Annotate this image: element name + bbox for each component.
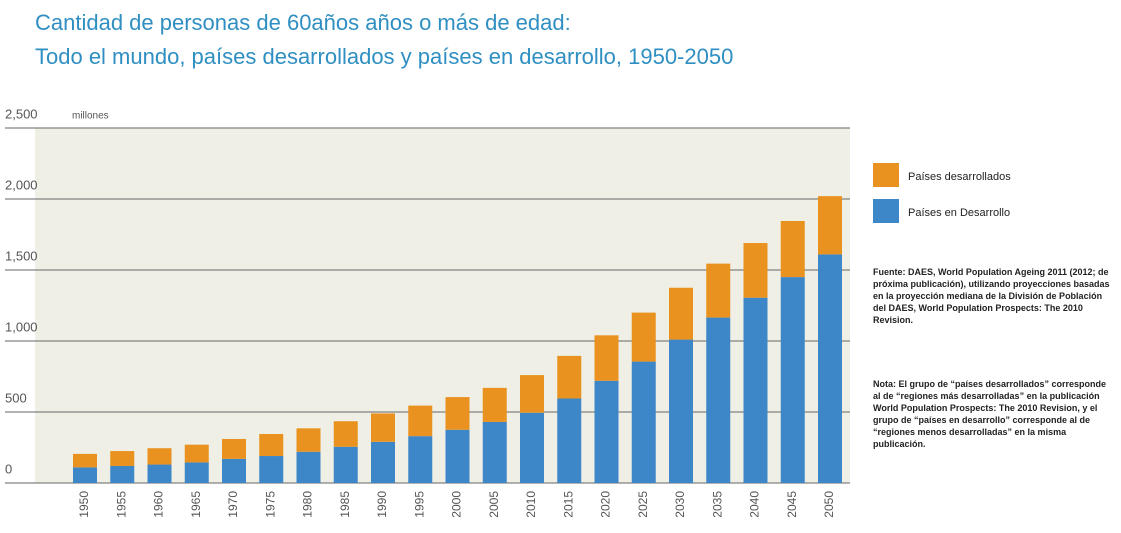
- bar-segment: [445, 429, 470, 483]
- bar-segment: [147, 448, 172, 465]
- bar-segment: [594, 380, 619, 483]
- bar-segment: [557, 355, 582, 399]
- bar-segment: [333, 446, 358, 483]
- x-tick-label: 1990: [375, 491, 389, 518]
- bar-segment: [482, 421, 507, 483]
- bar-segment: [743, 297, 768, 483]
- source-note: Fuente: DAES, World Population Ageing 20…: [873, 267, 1110, 325]
- note: Nota: El grupo de “países desarrollados”…: [873, 379, 1107, 449]
- bar-segment: [482, 387, 507, 422]
- bar-segment: [818, 196, 842, 255]
- bar-segment: [110, 451, 135, 466]
- legend-label: Países desarrollados: [908, 171, 1011, 183]
- bar-segment: [780, 277, 805, 483]
- bar-segment: [780, 221, 805, 278]
- x-tick-label: 1980: [301, 491, 315, 518]
- bar-segment: [259, 434, 284, 457]
- legend-swatch: [873, 163, 899, 187]
- x-tick-label: 1960: [152, 491, 166, 518]
- y-tick-label: 2,500: [5, 106, 38, 121]
- bar-segment: [743, 243, 768, 298]
- x-tick-label: 1965: [189, 491, 203, 518]
- chart-subtitle: Todo el mundo, países desarrollados y pa…: [35, 44, 733, 69]
- bar-segment: [594, 335, 619, 381]
- y-unit: millones: [72, 111, 109, 122]
- bar-segment: [147, 464, 172, 483]
- bar-segment: [706, 317, 731, 483]
- x-tick-label: 1985: [338, 491, 352, 518]
- bar-segment: [73, 467, 97, 483]
- y-tick-label: 0: [5, 461, 12, 476]
- bar-segment: [557, 398, 582, 483]
- x-tick-label: 2020: [599, 491, 613, 518]
- bar-segment: [222, 438, 246, 459]
- bar-segment: [296, 428, 321, 452]
- x-tick-label: 2035: [710, 491, 724, 518]
- bar-segment: [520, 412, 544, 483]
- x-tick-label: 2025: [636, 491, 650, 518]
- x-tick-label: 1950: [77, 491, 91, 518]
- legend-label: Países en Desarrollo: [908, 207, 1010, 219]
- y-tick-label: 500: [5, 390, 27, 405]
- chart-title: Cantidad de personas de 60años años o má…: [35, 10, 571, 35]
- x-tick-label: 2050: [822, 491, 836, 518]
- x-tick-label: 2015: [561, 491, 575, 518]
- bar-segment: [706, 263, 731, 318]
- bar-segment: [445, 397, 470, 430]
- bar-segment: [408, 436, 433, 483]
- bar-segment: [669, 287, 693, 340]
- bar-segment: [73, 453, 97, 468]
- bar-segment: [184, 462, 209, 483]
- legend-swatch: [873, 199, 899, 223]
- bar-segment: [631, 361, 656, 483]
- x-tick-label: 2005: [487, 491, 501, 518]
- x-tick-label: 2000: [450, 491, 464, 518]
- x-tick-label: 2030: [673, 491, 687, 518]
- bar-segment: [110, 465, 135, 483]
- x-tick-label: 1995: [412, 491, 426, 518]
- x-tick-label: 2040: [748, 491, 762, 518]
- x-tick-label: 1970: [226, 491, 240, 518]
- y-tick-label: 2,000: [5, 177, 38, 192]
- x-tick-label: 2045: [785, 491, 799, 518]
- bar-segment: [222, 458, 246, 483]
- y-tick-label: 1,500: [5, 248, 38, 263]
- bar-segment: [371, 441, 395, 483]
- x-tick-label: 1955: [114, 491, 128, 518]
- bar-segment: [333, 421, 358, 447]
- bar-segment: [371, 413, 395, 442]
- bar-segment: [818, 254, 842, 483]
- bar-segment: [631, 312, 656, 362]
- y-tick-label: 1,000: [5, 319, 38, 334]
- x-tick-label: 2010: [524, 491, 538, 518]
- bar-segment: [408, 405, 433, 437]
- bar-segment: [296, 451, 321, 483]
- bar-segment: [184, 444, 209, 463]
- x-tick-label: 1975: [263, 491, 277, 518]
- bar-segment: [259, 456, 284, 483]
- bar-segment: [669, 339, 693, 483]
- bar-segment: [520, 375, 544, 413]
